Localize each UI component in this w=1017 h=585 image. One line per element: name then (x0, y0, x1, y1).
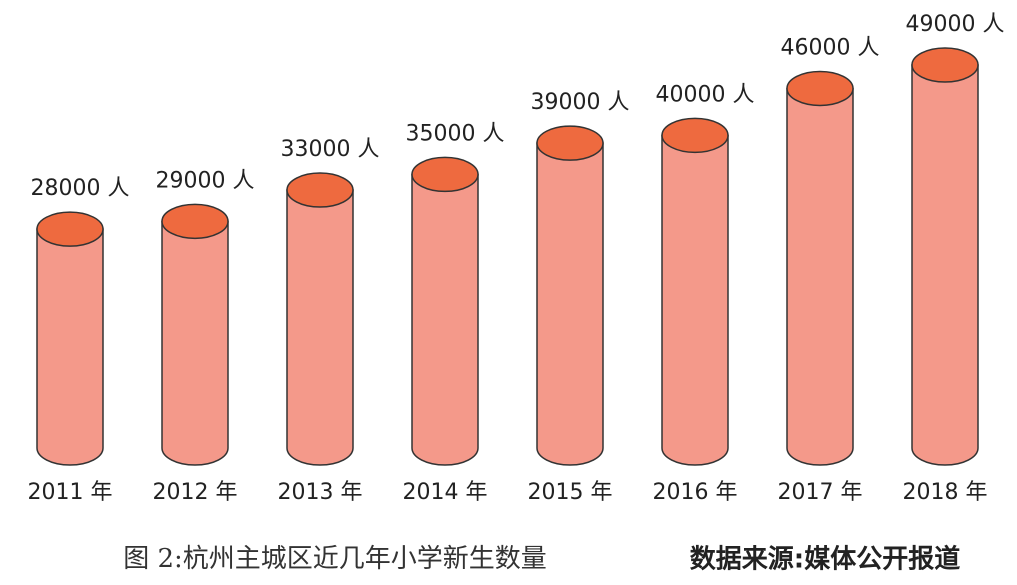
cylinder-body (911, 64, 979, 466)
cylinder-top (536, 125, 604, 161)
x-tick-label: 2011 年 (28, 480, 113, 505)
cylinder-top (286, 172, 354, 208)
x-tick-label: 2013 年 (278, 480, 363, 505)
cylinder-top (786, 70, 854, 107)
cylinder-top (911, 47, 979, 83)
value-label: 28000 人 (31, 176, 130, 201)
cylinder-top (161, 203, 229, 240)
cylinder-body (661, 134, 729, 466)
cylinder-body (36, 228, 104, 466)
value-label: 39000 人 (531, 90, 630, 115)
source: 数据来源:媒体公开报道 (690, 544, 960, 575)
x-tick-label: 2017 年 (778, 480, 863, 505)
cylinder-body (411, 173, 479, 466)
x-tick-label: 2012 年 (153, 480, 238, 505)
value-label: 49000 人 (906, 12, 1005, 37)
caption: 图 2:杭州主城区近几年小学新生数量 (123, 544, 547, 574)
cylinder-body (786, 87, 854, 466)
x-tick-label: 2018 年 (903, 480, 988, 505)
x-tick-label: 2015 年 (528, 480, 613, 505)
cylinder-top (36, 211, 104, 247)
cylinder-body (286, 189, 354, 466)
value-label: 33000 人 (281, 137, 380, 162)
value-label: 46000 人 (781, 35, 880, 60)
cylinder-body (536, 142, 604, 466)
value-label: 40000 人 (656, 82, 755, 107)
x-tick-label: 2016 年 (653, 480, 738, 505)
value-label: 35000 人 (406, 121, 505, 146)
x-tick-label: 2014 年 (403, 480, 488, 505)
value-label: 29000 人 (156, 168, 255, 193)
cylinder-body (161, 220, 229, 466)
cylinder-top (661, 117, 729, 154)
cylinder-top (411, 156, 479, 193)
